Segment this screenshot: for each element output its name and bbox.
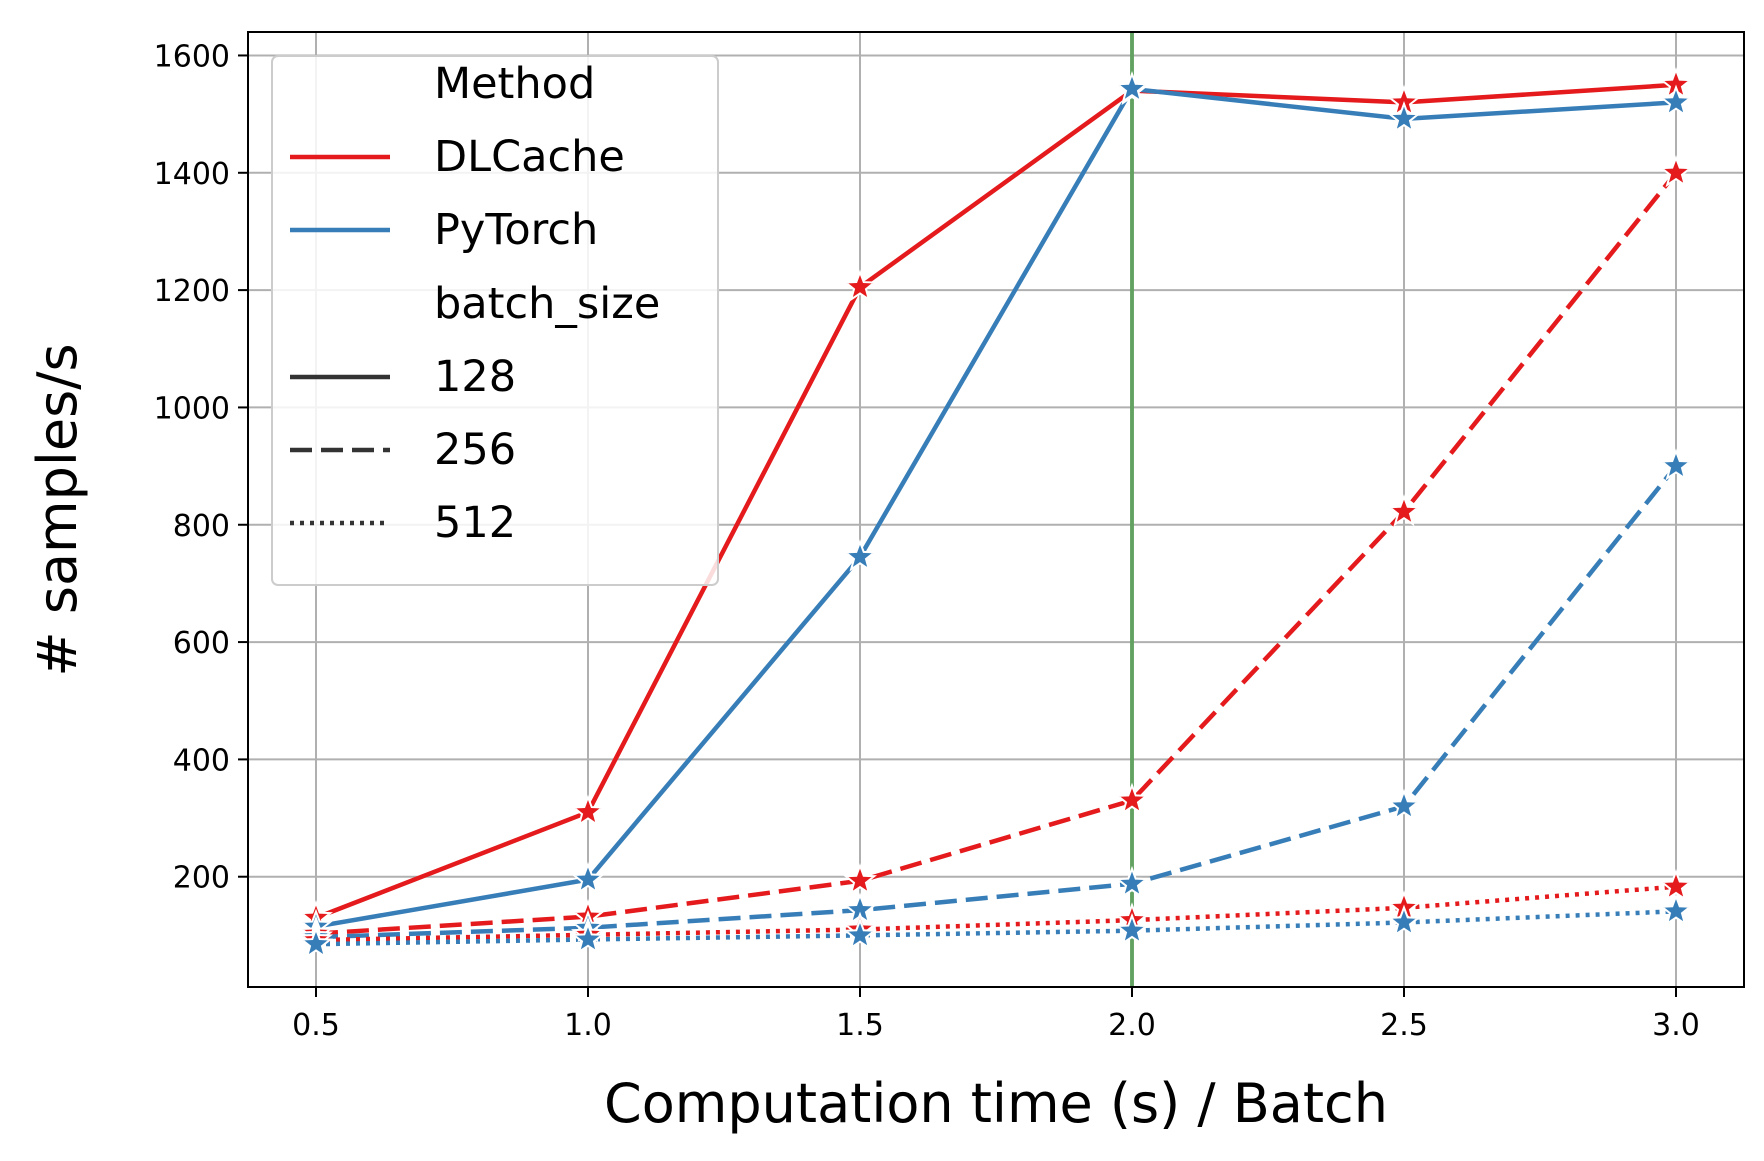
x-tick-label: 1.0 xyxy=(564,1008,612,1043)
data-point-pytorch-512 xyxy=(299,926,333,959)
series-line-pytorch-256 xyxy=(315,464,1678,940)
data-point-pytorch-512 xyxy=(1115,912,1149,946)
legend-header: Method xyxy=(434,59,595,109)
y-tick-label: 1000 xyxy=(154,391,230,426)
data-point-pytorch-128 xyxy=(1659,84,1693,117)
data-point-pytorch-128 xyxy=(843,539,877,572)
data-point-dlcache-256 xyxy=(1659,154,1693,188)
x-tick-label: 2.5 xyxy=(1380,1008,1428,1043)
legend-label: 512 xyxy=(434,498,516,548)
legend-label: 256 xyxy=(434,425,516,475)
x-axis: 0.5 1.0 1.5 2.0 2.5 3.0 xyxy=(292,987,1700,1043)
series-markers xyxy=(299,66,1693,959)
data-point-pytorch-128 xyxy=(1387,100,1421,134)
y-tick-label: 1600 xyxy=(154,39,230,74)
legend-label: 128 xyxy=(434,352,516,402)
data-point-dlcache-256 xyxy=(843,862,877,896)
y-tick-label: 800 xyxy=(173,509,230,544)
data-point-pytorch-256 xyxy=(1387,788,1421,821)
data-point-pytorch-512 xyxy=(1387,904,1421,937)
series-line-pytorch-128 xyxy=(315,86,1677,929)
series-line-pytorch-512 xyxy=(315,909,1677,947)
plot-frame xyxy=(247,31,1745,988)
series-line-dlcache-512 xyxy=(315,884,1677,943)
x-tick-label: 2.0 xyxy=(1108,1008,1156,1043)
y-axis-title: # samples/s xyxy=(26,343,89,676)
data-point-pytorch-128 xyxy=(571,861,605,895)
data-point-dlcache-128 xyxy=(843,269,877,302)
data-point-pytorch-512 xyxy=(843,917,877,950)
legend-box xyxy=(271,55,719,586)
y-tick-label: 1200 xyxy=(154,274,230,309)
data-point-pytorch-256 xyxy=(1115,865,1149,899)
data-point-pytorch-512 xyxy=(1659,893,1693,926)
data-point-dlcache-256 xyxy=(1115,782,1149,815)
series-lines xyxy=(315,82,1678,947)
y-tick-label: 400 xyxy=(173,743,230,778)
data-point-dlcache-128 xyxy=(571,794,605,827)
grid xyxy=(248,32,1744,987)
x-tick-label: 1.5 xyxy=(836,1008,884,1043)
legend-label: PyTorch xyxy=(434,205,598,255)
y-tick-label: 600 xyxy=(173,626,230,661)
data-point-dlcache-256 xyxy=(1387,493,1421,527)
y-tick-label: 1400 xyxy=(154,157,230,192)
data-point-pytorch-256 xyxy=(1659,448,1693,481)
legend-header: batch_size xyxy=(434,279,660,329)
x-tick-label: 3.0 xyxy=(1652,1008,1700,1043)
series-line-dlcache-256 xyxy=(315,171,1678,936)
data-point-pytorch-512 xyxy=(571,921,605,954)
y-axis: 200 400 600 800 1000 1200 1400 1600 xyxy=(154,39,248,896)
legend: Method DLCache PyTorch batch_size 128 256 512 xyxy=(271,55,719,586)
legend-label: DLCache xyxy=(434,132,625,182)
x-axis-title: Computation time (s) / Batch xyxy=(604,1072,1388,1135)
data-point-pytorch-128 xyxy=(1115,71,1149,104)
data-point-dlcache-512 xyxy=(1659,868,1693,902)
series-line-dlcache-128 xyxy=(315,82,1677,920)
x-tick-label: 0.5 xyxy=(292,1008,340,1043)
y-tick-label: 200 xyxy=(173,861,230,896)
